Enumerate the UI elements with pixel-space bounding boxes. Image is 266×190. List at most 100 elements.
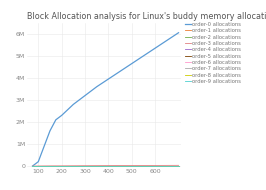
order-0 allocations [37,161,40,163]
order-1 allocations [43,165,46,167]
order-8 allocations [31,165,34,167]
order-4 allocations [142,165,145,167]
order-0 allocations [119,70,122,72]
order-6 allocations [153,165,157,167]
order-9 allocations [37,165,40,167]
order-2 allocations [130,165,133,167]
order-1 allocations [177,165,180,167]
order-0 allocations [43,145,46,147]
order-3 allocations [84,165,87,167]
order-5 allocations [84,165,87,167]
order-4 allocations [54,165,57,167]
order-2 allocations [31,165,34,167]
order-2 allocations [43,165,46,167]
order-0 allocations [72,103,75,105]
order-3 allocations [119,164,122,167]
order-6 allocations [72,165,75,167]
order-9 allocations [43,165,46,167]
order-8 allocations [153,165,157,167]
order-5 allocations [177,165,180,167]
order-7 allocations [84,165,87,167]
order-9 allocations [60,165,63,167]
order-5 allocations [60,165,63,167]
order-4 allocations [177,165,180,167]
order-1 allocations [84,165,87,167]
order-2 allocations [95,165,98,167]
order-5 allocations [130,165,133,167]
order-0 allocations [48,130,52,132]
order-1 allocations [54,165,57,167]
order-4 allocations [31,165,34,167]
order-2 allocations [84,165,87,167]
order-1 allocations [72,165,75,167]
order-3 allocations [72,165,75,167]
order-5 allocations [107,165,110,167]
order-4 allocations [84,165,87,167]
order-3 allocations [107,165,110,167]
order-3 allocations [142,164,145,167]
order-5 allocations [31,165,34,167]
order-0 allocations [153,47,157,49]
order-9 allocations [165,165,168,167]
order-1 allocations [107,165,110,167]
order-2 allocations [54,165,57,167]
order-6 allocations [43,165,46,167]
order-6 allocations [84,165,87,167]
order-6 allocations [130,165,133,167]
order-6 allocations [119,165,122,167]
order-9 allocations [31,165,34,167]
order-9 allocations [107,165,110,167]
order-8 allocations [37,165,40,167]
order-9 allocations [48,165,52,167]
order-3 allocations [165,164,168,166]
Line: order-0 allocations: order-0 allocations [32,33,178,166]
order-7 allocations [60,165,63,167]
order-1 allocations [142,165,145,167]
Legend: order-0 allocations, order-1 allocations, order-2 allocations, order-3 allocatio: order-0 allocations, order-1 allocations… [182,20,244,86]
order-7 allocations [130,165,133,167]
order-8 allocations [60,165,63,167]
order-0 allocations [165,39,168,42]
order-0 allocations [177,32,180,34]
order-6 allocations [48,165,52,167]
order-3 allocations [177,164,180,166]
order-0 allocations [31,165,34,167]
order-4 allocations [107,165,110,167]
order-3 allocations [130,164,133,167]
order-0 allocations [95,86,98,88]
order-9 allocations [72,165,75,167]
order-4 allocations [130,165,133,167]
order-5 allocations [153,165,157,167]
order-6 allocations [142,165,145,167]
order-9 allocations [153,165,157,167]
order-4 allocations [119,165,122,167]
order-3 allocations [31,165,34,167]
order-5 allocations [165,165,168,167]
order-6 allocations [165,165,168,167]
order-3 allocations [43,165,46,167]
order-9 allocations [95,165,98,167]
order-7 allocations [95,165,98,167]
order-2 allocations [142,165,145,167]
order-7 allocations [177,165,180,167]
order-5 allocations [54,165,57,167]
order-5 allocations [119,165,122,167]
order-5 allocations [37,165,40,167]
order-8 allocations [95,165,98,167]
order-3 allocations [95,165,98,167]
order-0 allocations [84,94,87,97]
order-2 allocations [72,165,75,167]
order-5 allocations [72,165,75,167]
order-6 allocations [177,165,180,167]
order-7 allocations [165,165,168,167]
order-6 allocations [60,165,63,167]
order-7 allocations [153,165,157,167]
order-2 allocations [177,165,180,167]
order-5 allocations [43,165,46,167]
order-2 allocations [119,165,122,167]
order-5 allocations [95,165,98,167]
order-8 allocations [107,165,110,167]
order-1 allocations [95,165,98,167]
order-2 allocations [153,165,157,167]
order-6 allocations [54,165,57,167]
